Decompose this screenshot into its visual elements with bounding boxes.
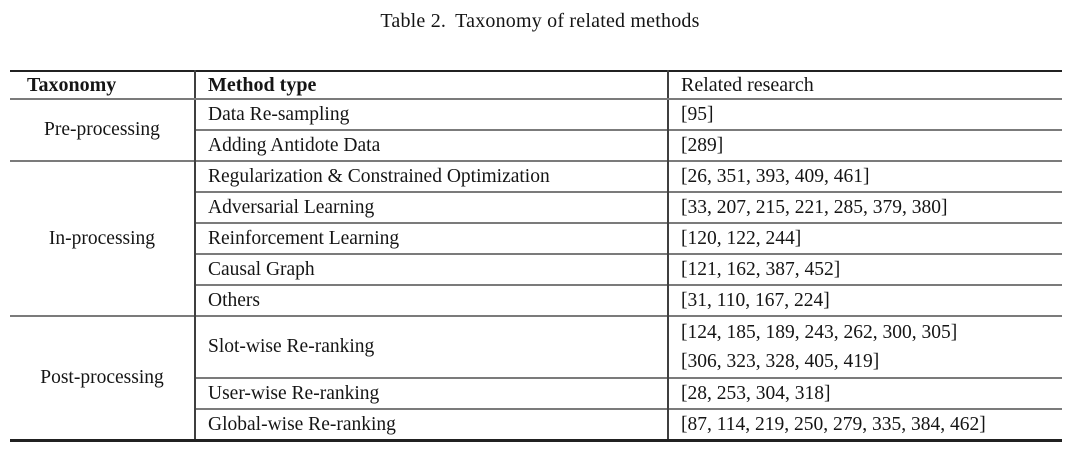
related-research-cell: [121, 162, 387, 452]: [668, 253, 1062, 285]
method-type-cell: Adversarial Learning: [195, 191, 669, 223]
method-type-cell: Adding Antidote Data: [195, 129, 669, 161]
related-research-cell: [26, 351, 393, 409, 461]: [668, 160, 1062, 192]
table-row: Global-wise Re-ranking [87, 114, 219, 250…: [10, 408, 1062, 441]
table-caption-label: Table 2.: [380, 10, 447, 32]
header-method-type: Method type: [195, 71, 669, 100]
related-research-cell: [289]: [668, 129, 1062, 161]
method-type-cell: Regularization & Constrained Optimizatio…: [195, 160, 669, 192]
table-row: Causal Graph [121, 162, 387, 452]: [10, 253, 1062, 285]
refs-line: [306, 323, 328, 405, 419]: [681, 351, 880, 372]
method-type-cell: Reinforcement Learning: [195, 222, 669, 254]
related-research-cell: [87, 114, 219, 250, 279, 335, 384, 462]: [668, 408, 1062, 441]
method-type-cell: Data Re-sampling: [195, 99, 669, 130]
table-header: Taxonomy Method type Related research: [10, 71, 1062, 100]
method-type-cell: Slot-wise Re-ranking: [195, 315, 669, 378]
refs-line: [33, 207, 215, 221, 285, 379, 380]: [681, 197, 948, 218]
table-row: Reinforcement Learning [120, 122, 244]: [10, 222, 1062, 254]
refs-line: [26, 351, 393, 409, 461]: [681, 166, 870, 187]
refs-line: [120, 122, 244]: [681, 228, 802, 249]
table-caption-text: Taxonomy of related methods: [455, 10, 700, 32]
method-type-cell: Global-wise Re-ranking: [195, 408, 669, 441]
refs-line: [87, 114, 219, 250, 279, 335, 384, 462]: [681, 414, 986, 435]
related-research-cell: [31, 110, 167, 224]: [668, 284, 1062, 316]
related-research-cell: [28, 253, 304, 318]: [668, 377, 1062, 409]
table-row: Post-processing Slot-wise Re-ranking [124,…: [10, 315, 1062, 441]
related-research-cell: [124, 185, 189, 243, 262, 300, 305] [306,…: [668, 315, 1062, 378]
table-caption: Table 2. Taxonomy of related methods: [0, 0, 1080, 33]
table-container: Taxonomy Method type Related research Pr…: [10, 70, 1070, 442]
method-type-cell: User-wise Re-ranking: [195, 377, 669, 409]
refs-line: [28, 253, 304, 318]: [681, 383, 831, 404]
header-related-research: Related research: [668, 71, 1062, 100]
refs-line: [289]: [681, 135, 724, 156]
related-research-cell: [95]: [668, 99, 1062, 130]
table-row: Pre-processing Data Re-sampling [95]: [10, 99, 1062, 161]
table-row: Adversarial Learning [33, 207, 215, 221, …: [10, 191, 1062, 223]
related-research-cell: [120, 122, 244]: [668, 222, 1062, 254]
table-row: User-wise Re-ranking [28, 253, 304, 318]: [10, 377, 1062, 409]
table-header-row: Taxonomy Method type Related research: [10, 71, 1062, 100]
method-type-cell: Others: [195, 284, 669, 316]
table-row: Others [31, 110, 167, 224]: [10, 284, 1062, 316]
header-taxonomy: Taxonomy: [10, 71, 196, 100]
related-research-cell: [33, 207, 215, 221, 285, 379, 380]: [668, 191, 1062, 223]
table-body: Pre-processing Data Re-sampling [95] Adding…: [10, 99, 1062, 441]
refs-line: [124, 185, 189, 243, 262, 300, 305]: [681, 322, 958, 343]
refs-line: [31, 110, 167, 224]: [681, 290, 830, 311]
table-row: In-processing Regularization & Constraine…: [10, 160, 1062, 316]
taxonomy-cell: Post-processing: [10, 315, 196, 441]
taxonomy-cell: In-processing: [10, 160, 196, 316]
taxonomy-cell: Pre-processing: [10, 99, 196, 161]
method-type-cell: Causal Graph: [195, 253, 669, 285]
refs-line: [121, 162, 387, 452]: [681, 259, 841, 280]
refs-line: [95]: [681, 104, 714, 125]
table-row: Adding Antidote Data [289]: [10, 129, 1062, 161]
taxonomy-table: Taxonomy Method type Related research Pr…: [10, 70, 1062, 442]
